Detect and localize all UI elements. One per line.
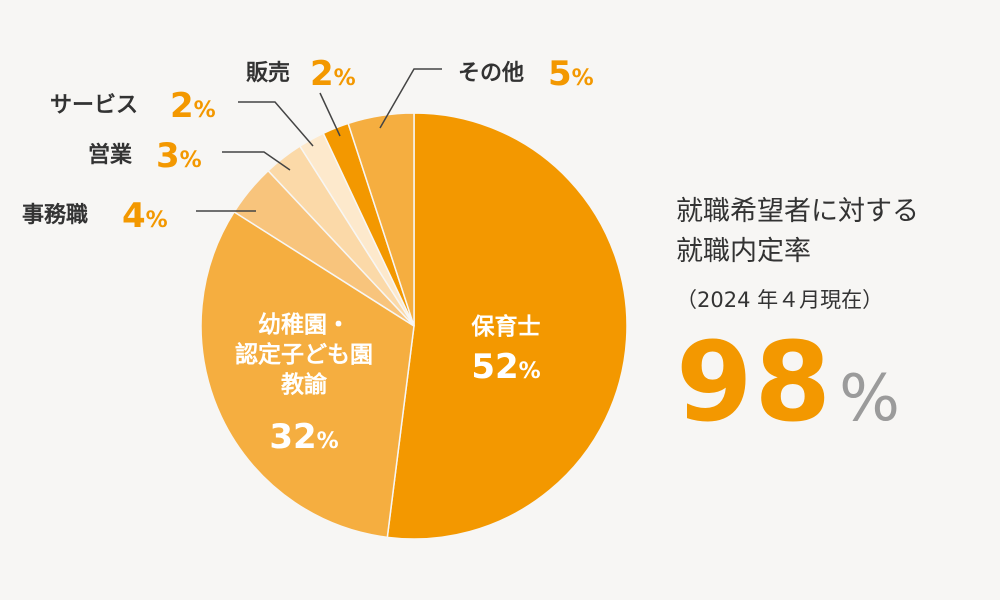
slice-label-3: 営業 <box>88 142 133 168</box>
stat-as-of-date: （2024 年４月現在） <box>676 288 884 312</box>
placement-rate: 98% <box>676 318 919 446</box>
leader-line-4 <box>238 101 314 147</box>
stat-heading-line2: 就職内定率 <box>676 236 811 267</box>
pie-slice-0 <box>386 112 628 540</box>
pie-slice-1 <box>200 210 415 539</box>
placement-rate-panel: 就職希望者に対する 就職内定率 （2024 年４月現在） 98% <box>676 192 919 446</box>
slice-label-1-line-2: 教諭 <box>281 371 328 398</box>
slice-value-6: 5% <box>548 54 594 94</box>
slice-value-3: 3% <box>156 136 202 176</box>
slice-label-4: サービス <box>50 93 138 118</box>
slice-value-1: 32% <box>269 417 338 457</box>
leader-line-3 <box>222 151 291 171</box>
slice-value-2: 4% <box>122 196 168 236</box>
placement-rate-value: 98 <box>676 318 834 446</box>
slice-label-2: 事務職 <box>22 202 88 228</box>
slice-label-6: その他 <box>458 61 524 86</box>
slice-label-1-line-0: 幼稚園・ <box>258 311 350 338</box>
slice-value-4: 2% <box>170 86 216 126</box>
placement-rate-unit: % <box>839 362 900 436</box>
stat-heading-line1: 就職希望者に対する <box>676 196 919 227</box>
slice-value-5: 2% <box>310 54 356 94</box>
leader-line-6 <box>379 68 442 129</box>
slice-label-0-line-0: 保育士 <box>471 313 541 340</box>
leader-line-5 <box>319 92 341 137</box>
slice-value-0: 52% <box>471 347 540 387</box>
slice-label-1-line-1: 認定子ども園 <box>235 341 373 368</box>
pie-slice-6 <box>347 112 415 327</box>
slice-label-5: 販売 <box>246 60 290 86</box>
